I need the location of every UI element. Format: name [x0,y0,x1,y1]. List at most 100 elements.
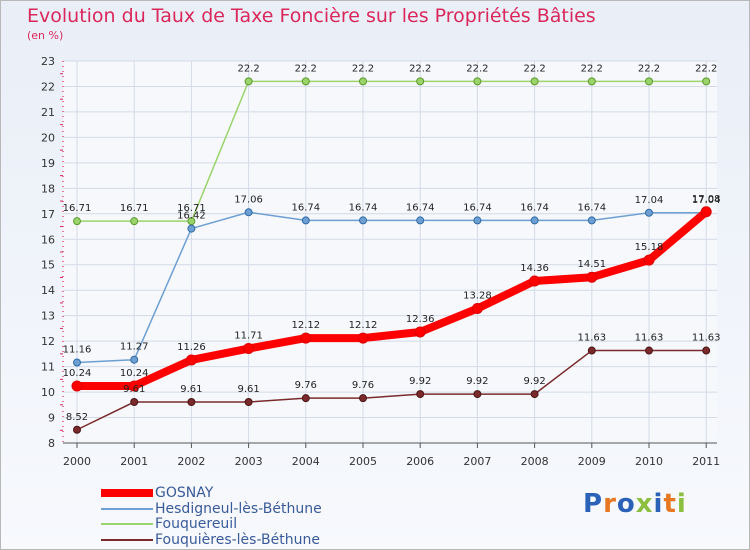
legend-label: Fouquereuil [155,516,238,532]
data-label-hesdigneul-les-bethune: 16.74 [406,202,435,213]
x-tick-label: 2010 [635,455,663,468]
y-tick-label: 15 [41,259,55,272]
data-point-fouquereuil [73,217,81,226]
y-tick-label: 22 [41,80,55,93]
logo-letter: P [583,489,604,519]
x-tick-label: 2009 [578,455,606,468]
y-tick-label: 11 [41,361,55,374]
data-label-fouquereuil: 16.71 [120,203,149,214]
data-label-gosnay: 12.12 [291,320,320,331]
data-label-hesdigneul-les-bethune: 16.74 [463,202,492,213]
data-label-fouquereuil: 16.71 [177,203,206,214]
data-label-gosnay: 15.18 [635,242,664,253]
data-point-fouquieres-les-bethune [359,394,367,403]
data-label-fouquieres-les-bethune: 9.92 [466,376,488,387]
x-tick-label: 2005 [349,455,377,468]
y-tick-label: 21 [41,106,55,119]
data-point-hesdigneul-les-bethune [244,208,253,217]
data-point-hesdigneul-les-bethune [473,216,482,225]
data-label-hesdigneul-les-bethune: 16.42 [177,211,206,222]
data-label-fouquieres-les-bethune: 9.61 [180,384,202,395]
data-label-fouquereuil: 22.2 [695,63,717,74]
y-tick-label: 14 [41,284,55,297]
y-tick-label: 20 [41,131,55,144]
data-point-hesdigneul-les-bethune [587,216,596,225]
x-tick-label: 2011 [692,455,720,468]
legend-label: GOSNAY [155,485,214,501]
logo-letter: r [603,489,617,519]
y-tick-label: 23 [41,55,55,68]
logo-letter: t [663,489,677,519]
legend-label: Hesdigneul-lès-Béthune [155,500,322,517]
data-point-fouquieres-les-bethune [187,397,196,406]
y-tick-label: 8 [48,437,55,450]
y-tick-label: 17 [41,208,55,221]
data-point-fouquereuil [587,77,596,86]
y-tick-label: 9 [48,412,55,425]
y-tick-label: 13 [41,310,55,323]
x-tick-label: 2008 [521,455,549,468]
data-label-hesdigneul-les-bethune: 16.74 [291,202,320,213]
data-label-gosnay: 10.24 [120,368,149,379]
data-point-fouquereuil [416,77,425,86]
logo-letter: i [653,489,664,519]
data-point-fouquereuil [473,77,482,86]
data-point-gosnay [243,343,255,355]
data-label-fouquieres-les-bethune: 9.92 [409,376,431,387]
x-tick-label: 2004 [292,455,320,468]
data-point-gosnay [643,254,655,266]
data-point-fouquieres-les-bethune [645,346,653,355]
data-point-fouquereuil [530,77,539,86]
data-label-hesdigneul-les-bethune: 16.74 [349,202,378,213]
data-point-fouquieres-les-bethune [301,394,310,403]
data-label-hesdigneul-les-bethune: 17.04 [635,195,664,206]
data-point-gosnay [300,332,312,344]
y-axis-unit: (en %) [27,29,64,42]
data-point-hesdigneul-les-bethune [73,358,81,367]
data-point-fouquereuil [130,217,139,226]
data-label-fouquieres-les-bethune: 9.61 [237,384,259,395]
data-label-gosnay: 14.36 [520,263,549,274]
data-point-gosnay [700,206,712,218]
series-line-hesdigneul-les-bethune [76,211,707,364]
y-tick-label: 16 [41,233,55,246]
data-label-gosnay: 12.12 [349,320,378,331]
data-point-gosnay [185,354,197,366]
x-tick-label: 2007 [463,455,491,468]
chart-title: Evolution du Taux de Taxe Foncière sur l… [27,5,596,27]
data-point-fouquieres-les-bethune [530,390,539,399]
plot-area [63,61,717,443]
data-point-fouquieres-les-bethune [702,346,711,355]
data-label-hesdigneul-les-bethune: 16.74 [577,202,606,213]
data-label-hesdigneul-les-bethune: 16.74 [520,202,549,213]
y-tick-label: 10 [41,386,55,399]
data-label-fouquieres-les-bethune: 9.92 [523,376,545,387]
data-point-fouquereuil [645,77,653,86]
data-label-gosnay: 12.36 [406,314,435,325]
legend-label: Fouquières-lès-Béthune [155,531,320,548]
data-label-gosnay: 11.71 [234,331,263,342]
data-point-fouquieres-les-bethune [244,397,253,406]
data-point-gosnay [128,380,140,392]
data-point-fouquieres-les-bethune [473,390,482,399]
data-label-fouquieres-les-bethune: 9.76 [352,380,374,391]
x-tick-label: 2000 [63,455,91,468]
data-label-fouquereuil: 22.2 [295,63,317,74]
data-point-gosnay [529,275,541,287]
x-tick-label: 2006 [406,455,434,468]
data-point-fouquieres-les-bethune [587,346,596,355]
logo-letter: x [635,489,654,519]
data-point-hesdigneul-les-bethune [645,208,653,217]
logo-letter: i [676,489,687,519]
x-tick-label: 2002 [177,455,205,468]
data-point-gosnay [414,326,426,338]
data-label-fouquereuil: 22.2 [409,63,431,74]
series-line-fouquereuil [76,80,707,222]
series-line-fouquieres-les-bethune [76,349,707,431]
data-label-gosnay: 14.51 [577,259,606,270]
legend-swatch [101,538,153,541]
y-tick-label: 18 [41,182,55,195]
data-label-fouquieres-les-bethune: 11.63 [692,333,721,344]
data-point-hesdigneul-les-bethune [187,224,196,233]
